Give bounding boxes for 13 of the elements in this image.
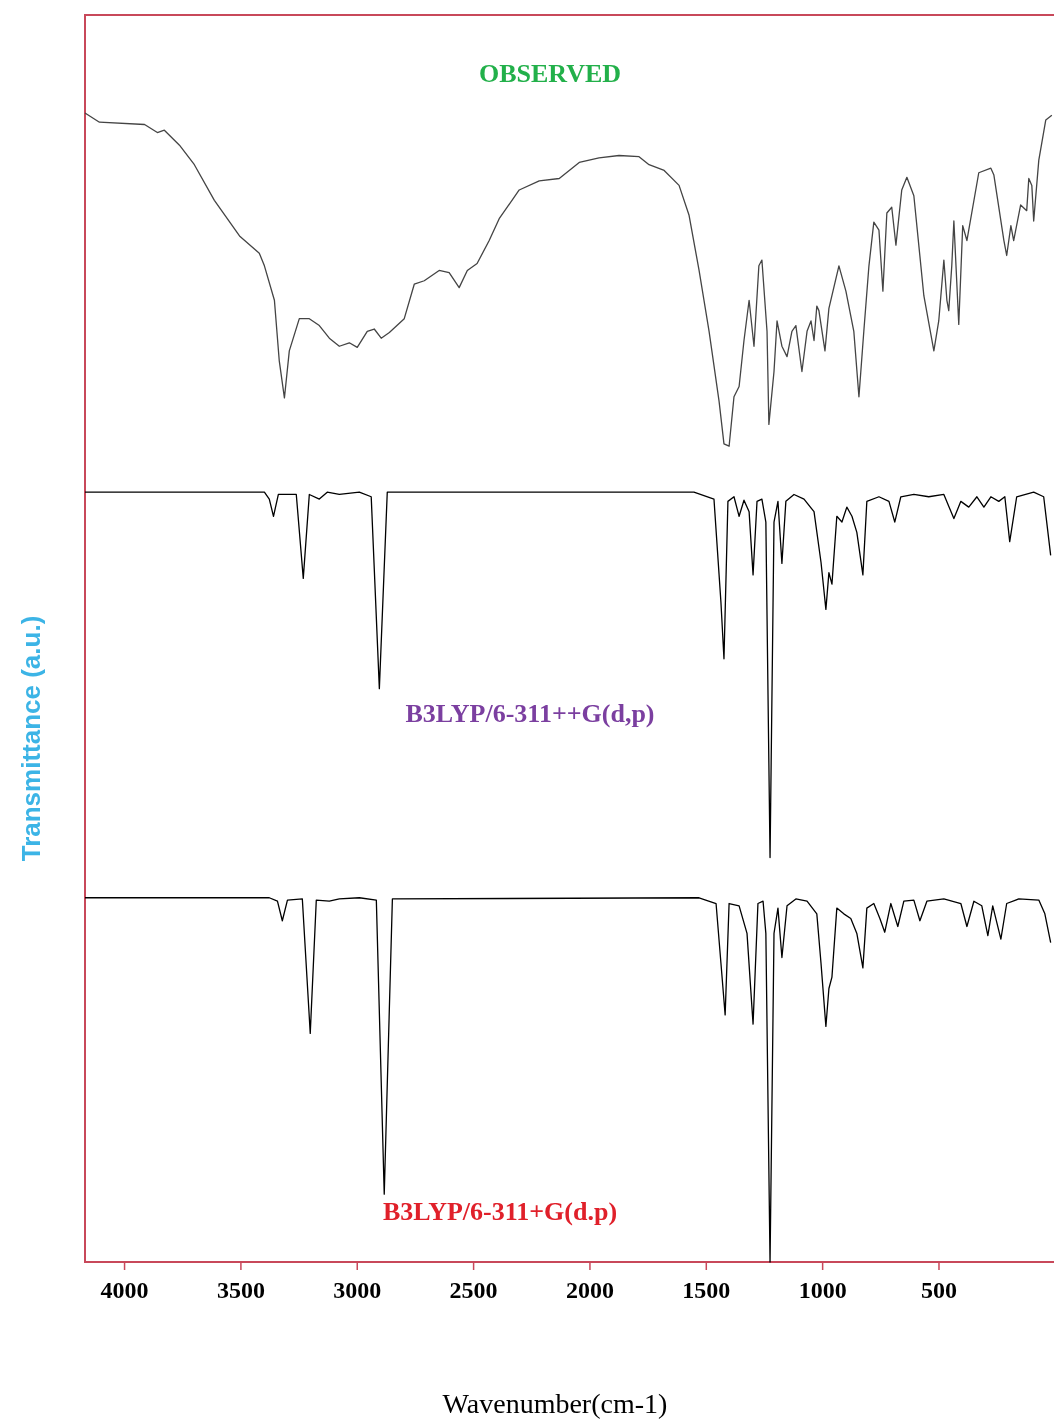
x-tick-label: 3500	[216, 1277, 265, 1303]
x-tick-label: 3000	[333, 1277, 382, 1303]
text: OBSERVED	[478, 59, 622, 88]
x-tick-label: 1000	[798, 1277, 847, 1303]
x-tick-label: 2000	[565, 1277, 614, 1303]
x-tick-label: 1500	[682, 1277, 731, 1303]
x-axis-title: Wavenumber(cm-1)	[442, 1388, 668, 1419]
series-label: B3LYP/6-311+G(d.p)	[382, 1197, 618, 1226]
x-tick-label: 4000	[100, 1277, 149, 1303]
series-label: B3LYP/6-311++G(d,p)	[405, 699, 655, 728]
x-tick-label: 500	[920, 1277, 957, 1303]
y-axis-title: Transmittance (a.u.)	[16, 615, 46, 862]
x-tick-label: 2500	[449, 1277, 498, 1303]
